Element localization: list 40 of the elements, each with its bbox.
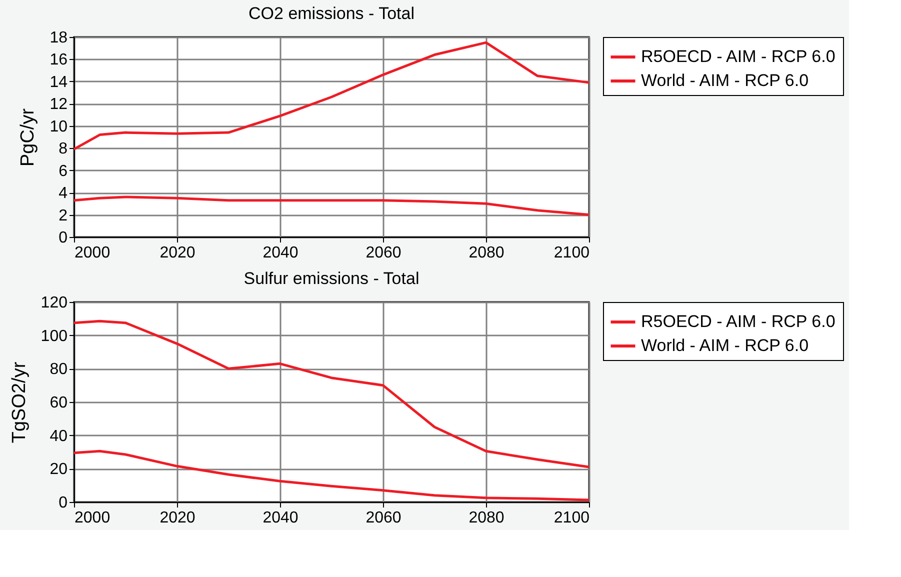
x-tick-label: 2000 [74, 510, 110, 526]
y-axis-title: PgC/yr [18, 108, 39, 167]
legend-label: World - AIM - RCP 6.0 [641, 336, 809, 355]
chart-title: Sulfur emissions - Total [244, 269, 420, 288]
legend-label: R5OECD - AIM - RCP 6.0 [641, 47, 836, 66]
x-tick-label: 2080 [468, 510, 504, 526]
y-tick-label: 10 [50, 118, 68, 136]
y-tick-label: 12 [50, 96, 68, 114]
x-tick-label: 2020 [160, 244, 196, 262]
line-series [72, 41, 590, 150]
x-tick-label: 2060 [366, 244, 402, 262]
x-tick-label: 2080 [468, 244, 504, 262]
y-tick-label: 0 [58, 494, 68, 512]
y-tick-label: 8 [58, 140, 68, 158]
y-tick-label: 40 [50, 428, 68, 445]
x-tick-label: 2000 [74, 244, 110, 262]
y-tick-label: 6 [58, 162, 68, 180]
y-tick-label: 18 [50, 30, 68, 46]
y-tick-label: 80 [50, 361, 68, 378]
y-axis-title: TgSO2/yr [8, 361, 30, 444]
y-tick-label: 20 [50, 461, 68, 478]
line-series [72, 320, 590, 468]
x-tick-label: 2040 [262, 244, 298, 262]
y-tick-label: 100 [40, 328, 68, 345]
chart-title: CO2 emissions - Total [248, 4, 414, 23]
x-tick-label: 2040 [262, 510, 298, 526]
line-series [72, 196, 590, 216]
x-tick-label: 2060 [366, 510, 402, 526]
x-tick-label: 2100 [554, 244, 590, 262]
x-tick-label: 2100 [554, 510, 590, 526]
y-tick-label: 14 [50, 74, 68, 91]
legend-label: R5OECD - AIM - RCP 6.0 [641, 312, 836, 331]
y-tick-label: 60 [50, 394, 68, 412]
x-tick-label: 2020 [160, 510, 196, 526]
y-tick-label: 120 [40, 294, 68, 312]
y-tick-label: 2 [58, 207, 68, 224]
legend-label: World - AIM - RCP 6.0 [641, 71, 809, 90]
y-tick-label: 16 [50, 52, 68, 69]
y-tick-label: 0 [58, 230, 68, 246]
y-tick-label: 4 [58, 185, 68, 202]
